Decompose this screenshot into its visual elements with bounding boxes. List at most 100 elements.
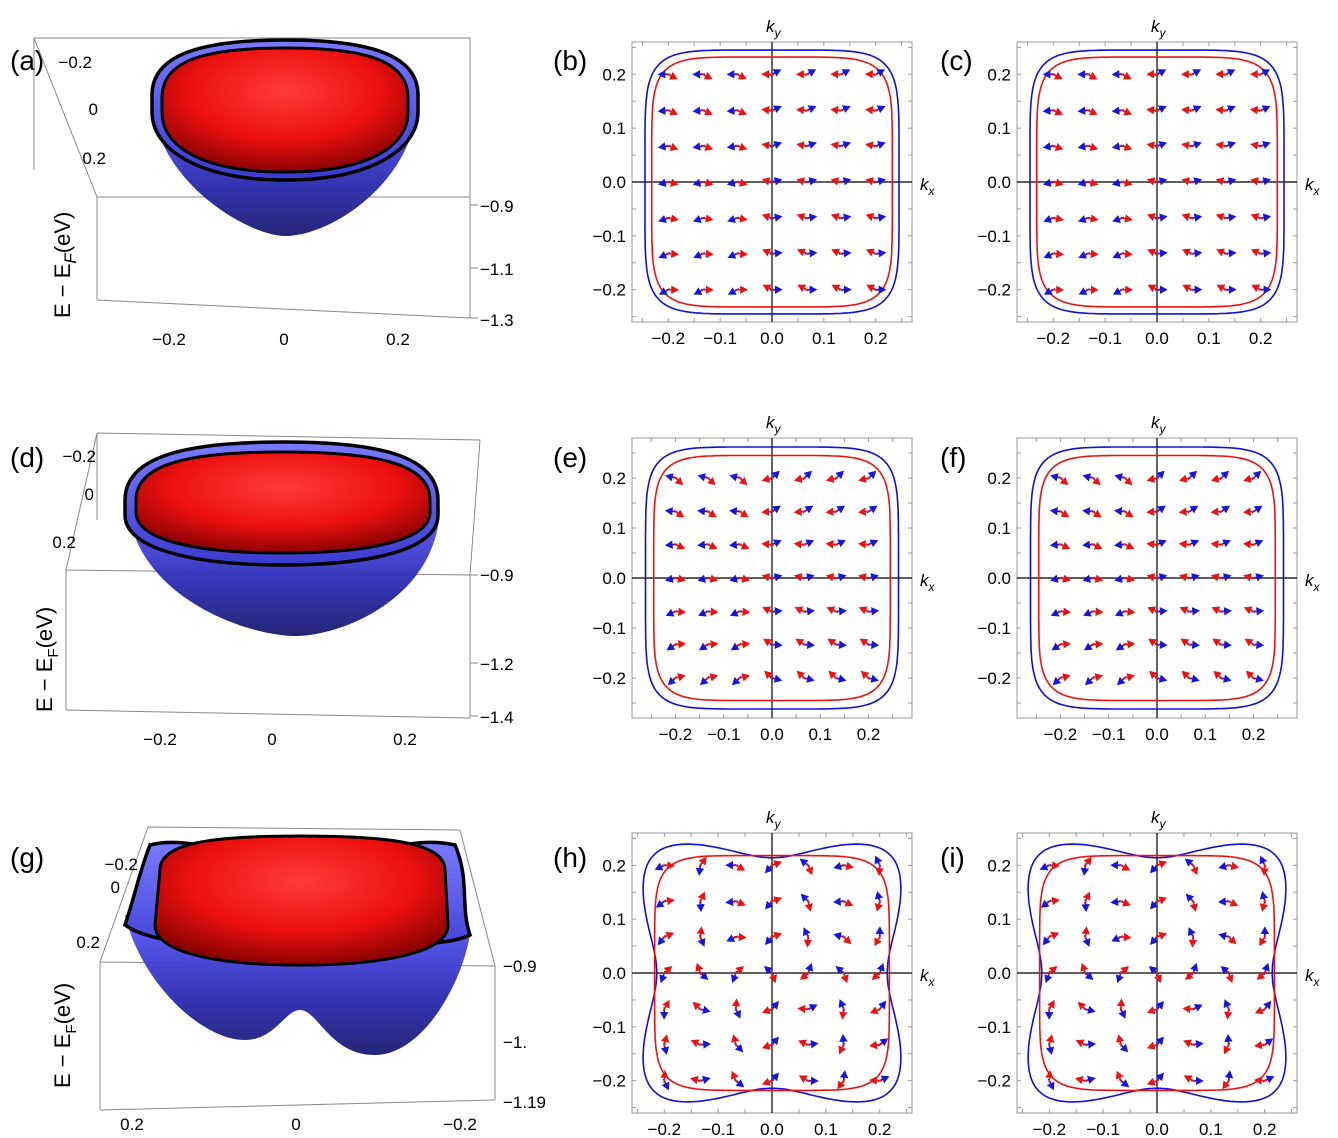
spin-arrow-red <box>1051 249 1064 259</box>
spin-arrow-red <box>1058 640 1072 649</box>
spin-arrow-red <box>1180 638 1192 647</box>
spin-arrow-red <box>1146 1006 1160 1015</box>
spin-arrow-red <box>662 966 673 975</box>
spin-arrow-red <box>869 1006 882 1015</box>
x-tick-label: 0.1 <box>1199 1120 1223 1138</box>
spin-arrow-red <box>700 249 714 259</box>
y-tick-label: −0.2 <box>592 1072 626 1091</box>
spin-arrow-blue <box>1219 573 1232 582</box>
spin-arrow-blue <box>698 1075 711 1084</box>
spin-arrow-red <box>804 899 813 912</box>
bounding-box-a <box>33 37 471 319</box>
inner-fermi-contour <box>653 854 891 1092</box>
x-tick-label: 0.2 <box>1253 1120 1277 1138</box>
spin-arrow-red <box>869 1040 882 1050</box>
spin-arrow-red <box>1182 1004 1196 1014</box>
spin-arrow-red <box>1045 1070 1054 1083</box>
y-tick-label: 0.0 <box>602 964 626 983</box>
spin-arrow-red <box>696 926 705 939</box>
spin-arrow-red <box>825 507 839 516</box>
spin-arrow-red <box>830 213 844 222</box>
spin-arrow-red <box>666 178 679 187</box>
spin-arrow-red <box>761 70 775 79</box>
spin-arrow-red <box>761 141 775 150</box>
spin-arrow-red <box>769 860 783 869</box>
y-tick-label: 0.2 <box>987 856 1011 875</box>
spin-arrow-blue <box>1258 177 1272 186</box>
spin-arrow-red <box>673 476 684 486</box>
spin-arrow-red <box>698 856 707 868</box>
spin-arrow-red <box>1215 141 1229 150</box>
left-tick-d-1: −0.2 <box>62 447 96 466</box>
spin-arrow-red <box>1120 71 1132 80</box>
spin-arrow-red <box>1051 71 1063 80</box>
spin-arrow-red <box>1210 474 1224 483</box>
spin-arrow-red <box>1183 1075 1196 1083</box>
left-tick-g-2: 0 <box>111 878 120 897</box>
spin-arrow-blue <box>697 574 710 583</box>
spin-arrow-red <box>1118 898 1131 907</box>
x-tick-label: 0.0 <box>760 329 784 348</box>
spin-arrow-red <box>697 891 706 904</box>
spin-arrow-red <box>689 1075 703 1085</box>
spin-arrow-red <box>661 1034 670 1047</box>
x-tick-label: 0.0 <box>760 1120 784 1138</box>
spin-arrow-red <box>1243 573 1256 582</box>
spin-arrow-red <box>1226 861 1240 871</box>
spin-arrow-red <box>1116 998 1126 1012</box>
spin-arrow-red <box>1146 1077 1160 1086</box>
spin-arrow-red <box>1147 606 1160 615</box>
spin-arrow-red <box>831 248 844 257</box>
spin-arrow-red <box>761 1041 775 1050</box>
right-tick-a-1: −0.9 <box>480 197 514 216</box>
spin-arrow-red <box>1051 214 1064 223</box>
spin-arrow-red <box>1051 107 1064 116</box>
spin-arrow-red <box>1256 971 1267 980</box>
panel-f-fermi-contour: (f) −0.2 −0.1 0.0 0.1 0.2 0.2 0.1 0.0 −0.1 −0.2 kx k… <box>940 413 1321 744</box>
spin-arrow-red <box>1181 105 1194 115</box>
spin-arrow-red <box>874 934 882 947</box>
y-tick-label: −0.2 <box>977 281 1011 300</box>
spin-arrow-red <box>1090 607 1104 616</box>
spin-arrow-red <box>763 638 775 647</box>
spin-arrow-red <box>1058 673 1071 682</box>
spin-arrow-red <box>1216 248 1229 257</box>
spin-arrow-red <box>761 177 775 186</box>
inner-fermi-contour <box>652 454 892 702</box>
spin-arrow-red <box>666 249 679 259</box>
spin-arrow-red <box>761 474 775 483</box>
spin-arrow-red <box>1075 1039 1088 1048</box>
x-tick-label: −0.2 <box>1044 725 1078 744</box>
spin-arrow-red <box>769 896 783 905</box>
spin-arrow-red <box>1146 105 1160 115</box>
spin-arrow-red <box>1058 541 1071 550</box>
spin-arrow-red <box>1058 476 1069 486</box>
spin-arrow-red <box>1154 931 1168 940</box>
spin-arrow-red <box>700 71 713 80</box>
spin-arrow-red <box>737 541 750 550</box>
spin-arrow-red <box>705 673 719 682</box>
spin-arrow-red <box>1154 896 1168 905</box>
spin-arrow-red <box>1146 70 1160 79</box>
x-tick-label: 0.0 <box>760 725 784 744</box>
y-tick-label: 0.1 <box>987 910 1011 929</box>
spin-arrow-red <box>838 1042 847 1055</box>
spin-arrow-blue <box>1083 1075 1096 1084</box>
panel-c-fermi-contour: (c) −0.2 −0.1 0.0 0.1 0.2 0.2 0.1 0.0 −0.1 −0.2 kx k… <box>940 17 1321 348</box>
spin-arrow-red <box>731 1034 740 1047</box>
spin-arrow-red <box>705 541 718 550</box>
spin-arrow-red <box>700 285 714 294</box>
spin-arrow-red <box>1090 476 1101 486</box>
spin-arrow-red <box>662 931 675 940</box>
spin-arrow-red <box>1090 673 1104 682</box>
spin-arrow-red <box>1215 105 1229 115</box>
spin-arrow-red <box>700 142 714 151</box>
spin-arrow-red <box>1146 474 1160 483</box>
spin-arrow-red <box>865 248 878 257</box>
bottom-tick-a-3: 0.2 <box>386 330 410 349</box>
spin-arrow-red <box>1181 670 1192 680</box>
spin-arrow-red <box>1188 934 1198 948</box>
spin-arrow-red <box>869 1076 882 1085</box>
panel-label-i: (i) <box>940 842 965 873</box>
spin-arrow-red <box>1226 935 1237 945</box>
